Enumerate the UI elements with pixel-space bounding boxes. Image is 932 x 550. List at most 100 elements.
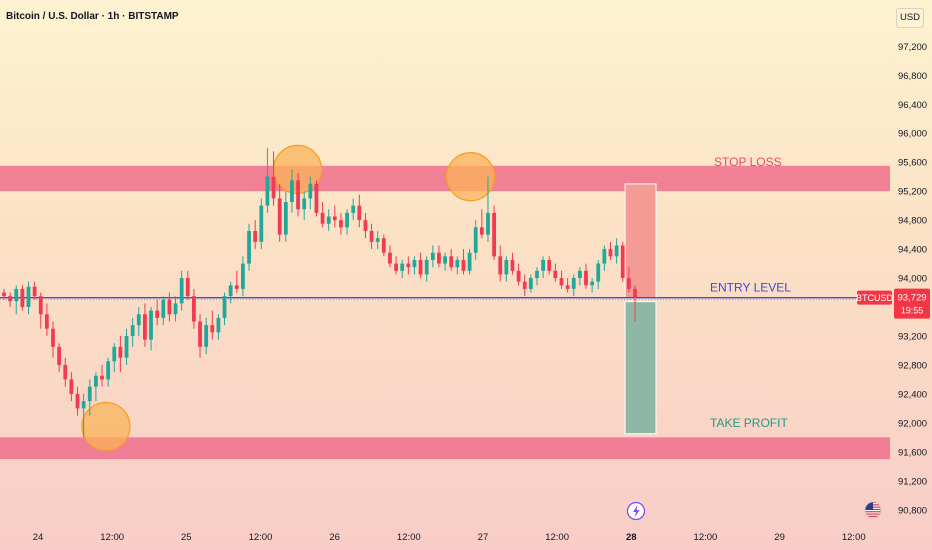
candle (486, 176, 490, 242)
candle (204, 317, 209, 355)
candle-body (44, 314, 49, 329)
candle-body (210, 325, 215, 333)
lightning-icon[interactable] (626, 501, 646, 521)
candle (516, 263, 521, 286)
x-tick-label: 12:00 (545, 532, 569, 543)
candle-body (112, 346, 117, 362)
price-badge-countdown: 19:55 (901, 306, 924, 316)
candle-body (424, 259, 429, 275)
y-tick-label: 92,400 (898, 389, 927, 400)
candle-body (198, 321, 202, 347)
candle (381, 234, 386, 257)
candle-body (388, 252, 392, 264)
candle (473, 220, 478, 260)
us-flag-icon[interactable] (864, 501, 882, 519)
candle-body (547, 259, 552, 271)
candle-body (155, 310, 160, 318)
candle (32, 281, 37, 300)
y-tick-label: 91,600 (898, 447, 927, 458)
stop-loss-label: STOP LOSS (714, 155, 782, 169)
candle (136, 307, 141, 336)
y-tick-label: 96,800 (898, 71, 927, 82)
candle (57, 343, 62, 373)
candle (296, 173, 300, 217)
candle (596, 259, 601, 289)
candle-body (437, 252, 441, 264)
candle-body (81, 401, 86, 409)
candle (369, 223, 374, 250)
candle (326, 209, 331, 231)
candle-body (602, 249, 607, 264)
candle (75, 386, 80, 416)
candle-body (461, 259, 466, 271)
candle-body (400, 263, 405, 271)
candle-body (369, 230, 374, 242)
candle-body (192, 296, 196, 322)
candle-body (124, 335, 129, 358)
candle (547, 256, 552, 275)
candle (130, 317, 135, 347)
candle-body (381, 238, 386, 253)
candle (437, 245, 441, 268)
flag-stripe (865, 513, 881, 515)
candle (553, 263, 558, 282)
flag-body (865, 502, 881, 518)
candle (357, 194, 362, 228)
candle-body (118, 346, 123, 358)
candle-body (620, 245, 625, 279)
candle-body (247, 230, 251, 264)
candle (20, 285, 25, 311)
x-tick-label: 12:00 (694, 532, 718, 543)
candle (93, 372, 98, 402)
candle-body (63, 364, 68, 380)
candle-body (204, 325, 209, 347)
candle-body (75, 393, 80, 409)
candle-body (584, 270, 588, 286)
candle-body (498, 256, 503, 275)
candle (185, 270, 190, 300)
candle-body (326, 216, 331, 224)
candle (614, 238, 619, 264)
candle (290, 169, 294, 213)
candle-body (559, 278, 564, 286)
candle (222, 292, 227, 326)
candle (87, 379, 92, 416)
candle-body (351, 205, 356, 213)
y-tick-label: 94,800 (898, 216, 927, 227)
candle-body (510, 259, 515, 271)
candle-body (608, 249, 613, 257)
candle (149, 307, 153, 351)
candle-body (449, 256, 454, 268)
candle-body (179, 278, 184, 304)
candle (479, 209, 484, 239)
candle-body (412, 259, 417, 268)
y-tick-label: 95,200 (898, 187, 927, 198)
candle-body (38, 296, 43, 315)
candle-body (528, 278, 533, 289)
x-tick-label: 12:00 (100, 532, 124, 543)
candle (577, 267, 582, 286)
x-tick-label: 29 (774, 532, 785, 543)
highlight-circle-2 (445, 152, 496, 202)
candle-body (228, 285, 233, 297)
candle (498, 245, 503, 282)
candle (44, 303, 49, 336)
candle (198, 314, 202, 358)
candle (522, 274, 527, 297)
currency-button[interactable]: USD (896, 8, 924, 28)
candle-body (185, 278, 190, 297)
level-band-1 (0, 437, 890, 460)
candle (559, 270, 564, 289)
candle (314, 180, 319, 217)
candle-body (455, 259, 460, 268)
candle (320, 202, 325, 228)
candle-body (504, 259, 509, 275)
candle (192, 288, 196, 329)
candle-body (541, 259, 546, 271)
candle-body (302, 198, 307, 210)
candle-body (375, 238, 380, 242)
candle-body (93, 375, 98, 387)
candle-body (332, 216, 337, 221)
candle-body (565, 285, 570, 289)
